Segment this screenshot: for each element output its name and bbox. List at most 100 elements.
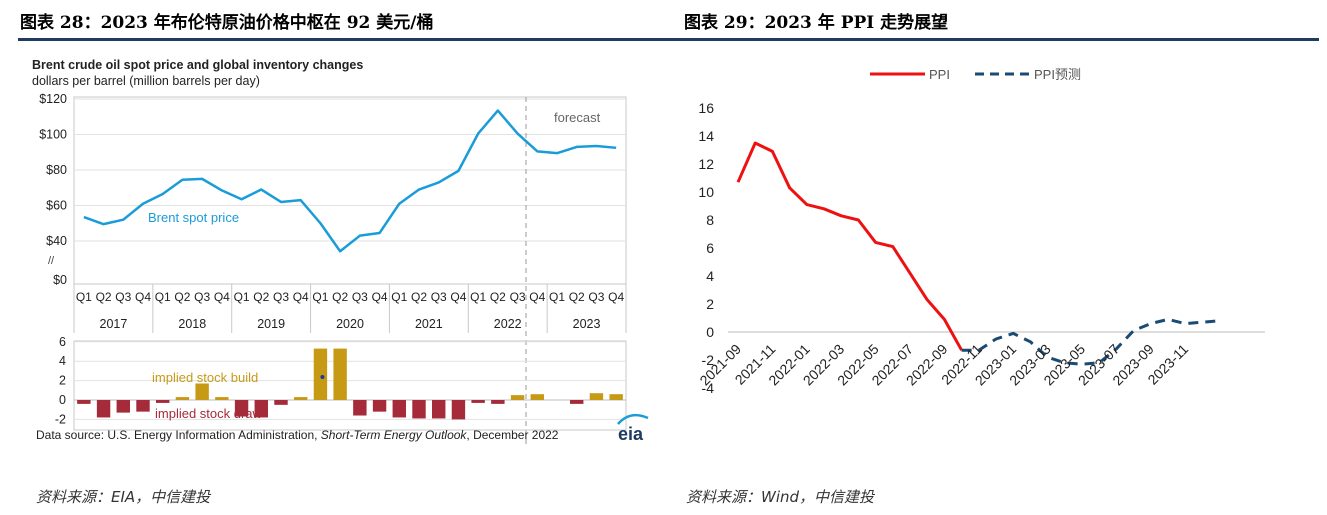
- ppi-forecast-line: [961, 317, 1220, 366]
- title-divider: [18, 38, 1319, 41]
- ppi-y-tick-label: 10: [698, 184, 714, 200]
- inventory-bar: [77, 400, 91, 404]
- brent-chart-subtitle: dollars per barrel (million barrels per …: [32, 74, 260, 88]
- inventory-y-axis: 6 4 2 0 -2: [55, 335, 66, 427]
- ppi-y-tick-label: 0: [706, 324, 714, 340]
- inventory-bars: [77, 348, 623, 420]
- brent-y-tick-label: $60: [46, 199, 67, 213]
- inventory-bar: [294, 397, 308, 400]
- ppi-y-tick-label: -2: [702, 352, 715, 368]
- legend-ppi-label: PPI: [929, 67, 950, 82]
- quarter-tick-label: Q2: [569, 290, 585, 304]
- inventory-marker-dot: [320, 375, 325, 379]
- ppi-y-axis: 16 14 12 10 8 6 4 2 0 -2 -4: [698, 100, 714, 396]
- quarter-tick-label: Q3: [431, 290, 447, 304]
- quarter-tick-label: Q4: [135, 290, 151, 304]
- inventory-bar: [333, 348, 347, 400]
- quarter-tick-label: Q4: [608, 290, 624, 304]
- brent-y-tick-label: $80: [46, 163, 67, 177]
- inventory-bar: [195, 383, 209, 400]
- inventory-bar: [96, 400, 111, 418]
- inventory-bar: [136, 400, 150, 412]
- inventory-bar: [589, 393, 604, 400]
- quarter-tick-label: Q1: [234, 290, 250, 304]
- quarter-tick-label: Q2: [253, 290, 269, 304]
- implied-build-label: implied stock build: [152, 370, 258, 385]
- quarter-tick-label: Q4: [450, 290, 466, 304]
- inventory-bar: [392, 400, 406, 418]
- quarter-tick-label: Q3: [115, 290, 131, 304]
- brent-spot-line: [83, 109, 617, 253]
- ppi-y-tick-label: 16: [698, 100, 714, 116]
- eia-logo: eia: [617, 413, 649, 444]
- year-tick-label: 2021: [415, 317, 443, 331]
- svg-text:eia: eia: [618, 424, 644, 444]
- right-chart-title: 图表 29：2023 年 PPI 走势展望: [684, 13, 949, 33]
- year-tick-label: 2020: [336, 317, 364, 331]
- eia-data-source: Data source: U.S. Energy Information Adm…: [36, 428, 559, 442]
- inventory-bar: [510, 395, 525, 400]
- brent-y-axis: $120 $100 $80 $60 $40 $0: [39, 92, 67, 287]
- inventory-bar: [451, 400, 466, 420]
- quarter-tick-label: Q2: [174, 290, 190, 304]
- quarter-tick-label: Q1: [391, 290, 407, 304]
- inventory-bar: [274, 400, 288, 405]
- inventory-bar: [491, 400, 505, 404]
- inventory-bar: [156, 400, 170, 403]
- quarter-tick-label: Q1: [312, 290, 328, 304]
- ppi-y-tick-label: 4: [706, 268, 714, 284]
- ppi-y-tick-label: 6: [706, 240, 714, 256]
- ppi-y-tick-label: 12: [698, 156, 714, 172]
- inventory-bar: [412, 400, 426, 419]
- inventory-bar: [234, 400, 249, 417]
- inventory-y-tick-label: 2: [59, 374, 66, 388]
- ppi-y-tick-label: -4: [702, 380, 715, 396]
- brent-gridlines: [74, 98, 626, 242]
- axis-break-symbol: //: [48, 255, 55, 267]
- brent-y-tick-label: $0: [53, 273, 67, 287]
- brent-x-axis: Q1 Q2 Q3 Q4 Q1 Q2 Q3 Q4 Q1 Q2 Q3 Q4 Q1 Q2 Q3 Q4 Q1 Q2 Q3 Q4…: [73, 284, 627, 333]
- brent-spot-series: [83, 109, 617, 253]
- quarter-tick-label: Q2: [96, 290, 112, 304]
- inventory-y-tick-label: -2: [55, 412, 66, 426]
- brent-plot-frame: [73, 96, 627, 285]
- ppi-y-tick-label: 14: [698, 128, 714, 144]
- inventory-bar: [254, 400, 268, 418]
- year-tick-label: 2022: [494, 317, 522, 331]
- inventory-y-tick-label: 4: [59, 354, 66, 368]
- quarter-tick-label: Q4: [529, 290, 545, 304]
- right-source-note: 资料来源：Wind，中信建投: [686, 488, 875, 506]
- brent-y-tick-label: $40: [46, 234, 67, 248]
- quarter-tick-label: Q1: [549, 290, 565, 304]
- quarter-tick-label: Q1: [155, 290, 171, 304]
- legend-ppi-forecast-label: PPI预测: [1034, 67, 1081, 82]
- brent-y-tick-label: $100: [39, 128, 67, 142]
- brent-y-tick-label: $120: [39, 92, 67, 106]
- brent-chart-title: Brent crude oil spot price and global in…: [32, 58, 363, 72]
- inventory-bar: [116, 400, 130, 413]
- left-source-note: 资料来源：EIA，中信建投: [36, 488, 211, 506]
- ppi-y-tick-label: 8: [706, 212, 714, 228]
- quarter-tick-label: Q4: [372, 290, 388, 304]
- quarter-tick-label: Q4: [214, 290, 230, 304]
- ppi-x-axis: 2021-092021-112022-012022-032022-052022-…: [696, 341, 1191, 389]
- brent-series-label: Brent spot price: [148, 210, 239, 225]
- inventory-bar: [372, 400, 387, 412]
- inventory-bar: [175, 397, 190, 400]
- left-chart-title: 图表 28：2023 年布伦特原油价格中枢在 92 美元/桶: [20, 13, 434, 33]
- year-tick-label: 2017: [100, 317, 128, 331]
- ppi-actual-line: [736, 141, 963, 351]
- quarter-tick-label: Q2: [490, 290, 506, 304]
- inventory-bar: [353, 400, 367, 416]
- quarter-tick-label: Q2: [332, 290, 348, 304]
- quarter-tick-label: Q3: [352, 290, 368, 304]
- inventory-y-tick-label: 0: [59, 393, 66, 407]
- ppi-legend: PPI PPI预测: [870, 67, 1081, 82]
- quarter-tick-label: Q3: [510, 290, 526, 304]
- ppi-y-tick-label: 2: [706, 296, 714, 312]
- quarter-tick-label: Q1: [470, 290, 486, 304]
- inventory-bar: [313, 348, 328, 400]
- year-tick-label: 2023: [573, 317, 601, 331]
- inventory-bar: [432, 400, 446, 419]
